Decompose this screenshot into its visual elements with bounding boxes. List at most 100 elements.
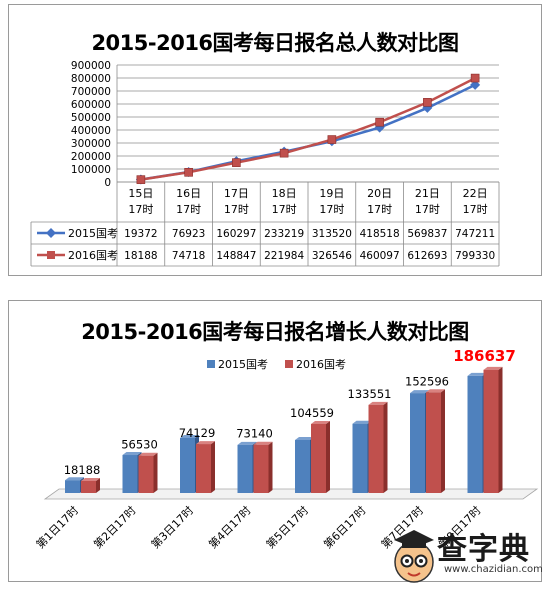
x-tick-label: 17时	[463, 203, 488, 216]
x-tick-label: 第3日17时	[148, 503, 196, 551]
x-tick-label: 16日	[176, 187, 201, 200]
table-cell-value: 18188	[124, 250, 157, 262]
table-cell-value: 326546	[312, 250, 352, 262]
y-tick-label: 500000	[71, 112, 111, 124]
bar-2016国考	[253, 441, 273, 493]
bar-front	[410, 393, 425, 493]
bar-top	[467, 372, 487, 376]
watermark-url: www.chazidian.com	[444, 564, 543, 575]
bar-top	[311, 420, 330, 424]
series-line-2016国考	[140, 76, 476, 181]
data-point	[375, 117, 384, 127]
x-tick-label: 第4日17时	[206, 503, 254, 551]
x-tick-label: 20日	[367, 187, 392, 200]
bar-side	[441, 389, 445, 493]
x-tick-label: 15日	[128, 187, 153, 200]
bar-front	[65, 480, 80, 493]
data-label: 152596	[405, 374, 449, 388]
bar-top	[180, 434, 199, 438]
x-tick-label: 第1日17时	[33, 503, 81, 551]
data-point	[423, 98, 432, 107]
data-label: 18188	[64, 463, 101, 477]
y-tick-label: 600000	[71, 99, 111, 111]
y-tick-label: 700000	[71, 86, 111, 98]
table-cell-value: 460097	[360, 250, 400, 262]
x-tick-label: 17时	[176, 203, 201, 216]
bar-front	[368, 404, 384, 493]
y-tick-label: 100000	[71, 164, 111, 176]
chart1-title: 2015-2016国考每日报名总人数对比图	[91, 31, 459, 55]
bar-side	[498, 366, 503, 493]
bar-2016国考	[368, 401, 388, 493]
legend-label: 2016国考	[296, 358, 346, 371]
y-tick-label: 0	[104, 177, 111, 189]
x-tick-label: 17时	[128, 203, 153, 216]
bar-2016国考	[426, 389, 445, 493]
table-cell-value: 418518	[360, 228, 400, 240]
bar-top	[65, 477, 84, 481]
data-label: 133551	[348, 387, 392, 401]
data-label: 74129	[179, 426, 216, 440]
data-label: 186637	[453, 347, 516, 365]
table-cell-value: 747211	[455, 228, 495, 240]
x-tick-label: 第5日17时	[263, 503, 311, 551]
x-tick-label: 17时	[224, 203, 249, 216]
bar-front	[311, 423, 326, 493]
bar-front	[483, 369, 499, 493]
table-cell-value: 148847	[216, 250, 256, 262]
x-tick-label: 19日	[319, 187, 344, 200]
bar-front	[237, 444, 253, 493]
x-tick-label: 22日	[463, 187, 488, 200]
total-applicants-line-chart: 9000008000007000006000005000004000003000…	[30, 60, 500, 267]
legend-swatch	[285, 360, 293, 368]
daily-growth-bar-chart: 2015国考 2016国考 18188 第1日17时 56530 第2日17时 74129 第…	[33, 347, 539, 551]
legend-swatch	[207, 360, 215, 368]
bar-side	[153, 452, 158, 493]
bar-front	[138, 455, 154, 493]
bar-top	[237, 441, 257, 445]
bar-2016国考	[81, 477, 100, 493]
y-tick-label: 900000	[71, 60, 111, 72]
x-tick-label: 17时	[272, 203, 297, 216]
bar-side	[383, 401, 388, 493]
table-cell-value: 313520	[312, 228, 352, 240]
legend-label: 2015国考	[68, 227, 118, 240]
watermark-text: 查字典	[437, 532, 530, 567]
bar-top	[122, 452, 142, 456]
legend-label: 2016国考	[68, 249, 118, 262]
bar-front	[180, 437, 195, 493]
bar-side	[96, 477, 100, 493]
y-tick-label: 200000	[71, 151, 111, 163]
table-cell-value: 233219	[264, 228, 304, 240]
bar-side	[326, 420, 330, 493]
table-cell-value: 19372	[124, 228, 157, 240]
bar-top	[295, 437, 314, 441]
data-point	[279, 148, 289, 158]
bar-top	[196, 441, 215, 445]
data-point	[327, 135, 337, 144]
y-tick-label: 800000	[71, 73, 111, 85]
bar-front	[196, 444, 211, 493]
bar-front	[352, 423, 368, 493]
data-point	[136, 175, 146, 184]
bar-top	[410, 390, 429, 394]
y-tick-label: 300000	[71, 138, 111, 150]
bar-2016国考	[311, 420, 330, 493]
mascot-icon	[394, 530, 434, 583]
bar-side	[268, 441, 273, 493]
chart2-title: 2015-2016国考每日报名增长人数对比图	[81, 320, 469, 344]
table-cell-value: 612693	[407, 250, 447, 262]
table-cell-value: 221984	[264, 250, 304, 262]
daily-growth-chart-panel: 2015-2016国考每日报名增长人数对比图 2015国考 2016国考 18188…	[8, 300, 542, 582]
bar-top	[81, 477, 100, 481]
bar-front	[426, 392, 441, 493]
bar-2016国考	[483, 366, 503, 493]
x-tick-label: 第2日17时	[91, 503, 139, 551]
x-tick-label: 17时	[319, 203, 344, 216]
x-tick-label: 17时	[415, 203, 440, 216]
legend-label: 2015国考	[218, 358, 268, 371]
bar-top	[352, 420, 372, 424]
x-tick-label: 第6日17时	[321, 503, 369, 551]
bar-side	[211, 441, 215, 493]
legend-key-marker	[47, 251, 55, 259]
